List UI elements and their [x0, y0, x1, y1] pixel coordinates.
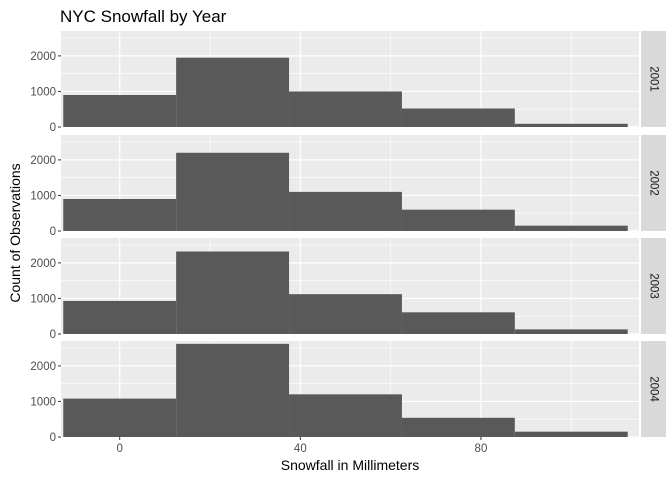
histogram-bar — [401, 209, 515, 231]
x-tick-label: 40 — [294, 443, 307, 455]
y-tick-label: 2000 — [30, 361, 56, 373]
histogram-bar — [289, 394, 402, 437]
facet-panel-2003: 0 1000 2000 2003 — [30, 238, 666, 341]
y-tick-label: 1000 — [30, 293, 56, 305]
histogram-bar — [401, 312, 515, 334]
facet-strip — [641, 238, 666, 334]
y-tick-label: 1000 — [30, 396, 56, 408]
facet-strip-label: 2002 — [647, 170, 659, 196]
histogram-bar — [63, 95, 177, 127]
x-tick-label: 0 — [117, 443, 123, 455]
facet-strip — [641, 341, 666, 437]
x-axis-label: Snowfall in Millimeters — [281, 457, 419, 473]
histogram-bar — [401, 108, 515, 127]
y-tick-label: 0 — [50, 122, 56, 134]
histogram-bar — [514, 431, 628, 437]
histogram-bar — [289, 91, 402, 127]
histogram-bar — [63, 398, 177, 437]
facet-strip-label: 2003 — [647, 273, 659, 299]
histogram-bar — [176, 251, 290, 334]
y-tick-label: 1000 — [30, 190, 56, 202]
histogram-bar — [289, 294, 402, 334]
histogram-bar — [514, 329, 628, 334]
facet-panel-2004: 0 1000 2000 2004 — [30, 341, 666, 444]
histogram-bar — [63, 199, 177, 231]
facet-strip — [641, 135, 666, 231]
chart-title: NYC Snowfall by Year — [60, 7, 227, 26]
facet-panel-2002: 0 1000 2000 2002 — [30, 135, 666, 238]
y-tick-label: 0 — [50, 226, 56, 238]
histogram-bar — [176, 343, 290, 437]
facet-strip — [641, 31, 666, 127]
histogram-bar — [176, 152, 290, 231]
histogram-bar — [514, 225, 628, 231]
y-axis-label: Count of Observations — [7, 163, 23, 302]
histogram-bar — [63, 300, 177, 334]
histogram-bar — [176, 57, 290, 127]
y-tick-label: 2000 — [30, 155, 56, 167]
x-tick-label: 80 — [475, 443, 488, 455]
panels-layer: 0100020002001010002000200201000200020030… — [30, 31, 666, 455]
histogram-bar — [514, 123, 628, 127]
facet-strip-label: 2004 — [647, 376, 659, 402]
histogram-bar — [401, 417, 515, 437]
facet-panel-2001: 0 1000 2000 2001 — [30, 31, 666, 134]
y-tick-label: 2000 — [30, 258, 56, 270]
histogram-bar — [289, 191, 402, 231]
y-tick-label: 0 — [50, 432, 56, 444]
y-tick-label: 2000 — [30, 51, 56, 63]
y-tick-label: 1000 — [30, 86, 56, 98]
facet-strip-label: 2001 — [647, 66, 659, 92]
y-tick-label: 0 — [50, 329, 56, 341]
